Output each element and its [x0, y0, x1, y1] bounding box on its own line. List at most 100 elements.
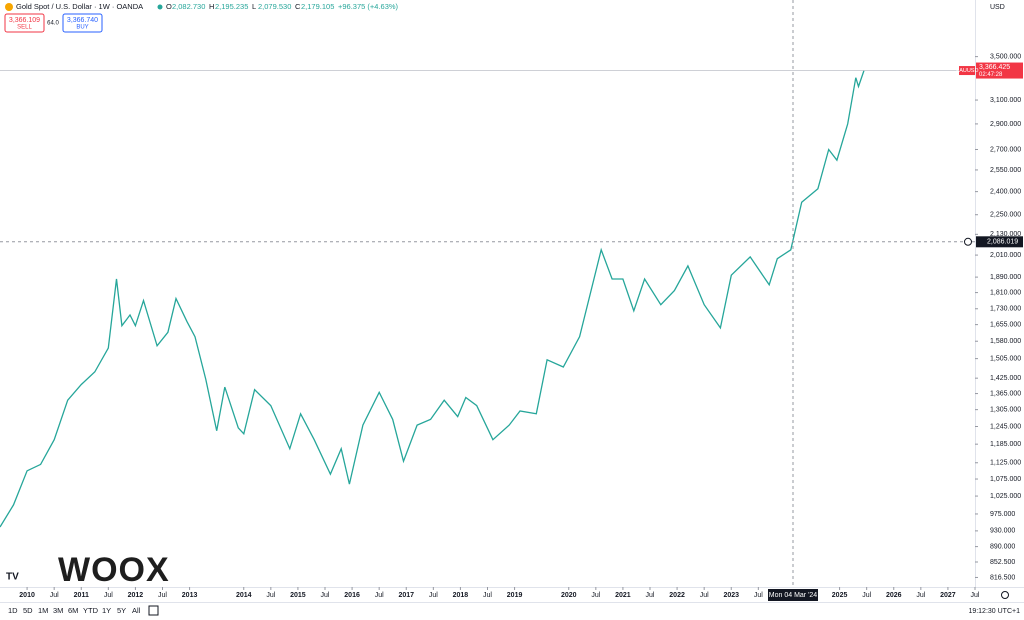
range-button[interactable]: 1D — [8, 606, 18, 615]
y-tick-label: 1,185.000 — [990, 441, 1021, 448]
x-tick-label: 2026 — [886, 592, 902, 599]
y-tick-label: 816.500 — [990, 574, 1015, 581]
ohlc-value: 2,079.530 — [258, 2, 291, 11]
date-range-icon[interactable] — [148, 605, 159, 616]
sell-label[interactable]: SELL — [17, 25, 32, 31]
y-tick-label: 930.000 — [990, 528, 1015, 535]
y-tick-label: 1,810.000 — [990, 289, 1021, 296]
last-price-box — [976, 62, 1023, 79]
ohlc-key: L — [252, 2, 256, 11]
range-button[interactable]: 3M — [53, 606, 63, 615]
crosshair-plus[interactable] — [964, 237, 972, 246]
x-tick-label: Jul — [971, 592, 980, 599]
countdown: 02:47:28 — [979, 72, 1003, 78]
currency: USD — [990, 4, 1005, 11]
y-tick-label: 1,245.000 — [990, 423, 1021, 430]
y-tick-label: 1,425.000 — [990, 375, 1021, 382]
ohlc-value: 2,179.105 — [301, 2, 334, 11]
x-tick-label: Jul — [483, 592, 492, 599]
y-tick-label: 1,655.000 — [990, 321, 1021, 328]
range-button[interactable]: 6M — [68, 606, 78, 615]
y-tick-label: 1,730.000 — [990, 306, 1021, 313]
crosshair-date: Mon 04 Mar '24 — [769, 592, 818, 599]
x-tick-label: 2017 — [398, 592, 414, 599]
buy-price[interactable]: 3,366.740 — [67, 17, 98, 24]
x-tick-label: 2015 — [290, 592, 306, 599]
ohlc-key: O — [166, 2, 172, 11]
ohlc-value: 2,082.730 — [172, 2, 205, 11]
x-tick-label: 2025 — [832, 592, 848, 599]
y-tick-label: 2,400.000 — [990, 188, 1021, 195]
x-tick-label: 2012 — [128, 592, 144, 599]
ohlc-key: C — [295, 2, 301, 11]
x-tick-label: Jul — [266, 592, 275, 599]
range-button[interactable]: 1M — [38, 606, 48, 615]
y-tick-label: 1,890.000 — [990, 274, 1021, 281]
y-tick-label: 1,505.000 — [990, 355, 1021, 362]
x-tick-label: Jul — [916, 592, 925, 599]
y-tick-label: 3,500.000 — [990, 53, 1021, 60]
y-tick-label: 1,025.000 — [990, 493, 1021, 500]
x-tick-label: 2019 — [507, 592, 523, 599]
x-tick-label: 2023 — [723, 592, 739, 599]
x-tick-label: Jul — [375, 592, 384, 599]
spread: 64.0 — [47, 21, 59, 27]
y-tick-label: 1,125.000 — [990, 460, 1021, 467]
range-button[interactable]: 1Y — [102, 606, 111, 615]
x-tick-label: 2011 — [74, 592, 89, 599]
x-tick-label: 2027 — [940, 592, 956, 599]
y-tick-label: 1,075.000 — [990, 476, 1021, 483]
symbol-title: Gold Spot / U.S. Dollar · 1W · OANDA — [16, 2, 143, 11]
x-tick-label: 2014 — [236, 592, 252, 599]
x-tick-label: Jul — [158, 592, 167, 599]
x-tick-label: 2016 — [344, 592, 360, 599]
buy-button[interactable] — [62, 13, 103, 33]
symbol-label: XAUUSD — [956, 68, 979, 74]
y-tick-label: 852.500 — [990, 559, 1015, 566]
y-tick-label: 975.000 — [990, 511, 1015, 518]
x-tick-label: 2013 — [182, 592, 198, 599]
y-tick-label: 2,250.000 — [990, 212, 1021, 219]
sell-button[interactable] — [4, 13, 45, 33]
x-tick-label: 2018 — [453, 592, 469, 599]
watermark: WOOX — [58, 551, 170, 589]
crosshair-price: 2,086.019 — [987, 239, 1018, 246]
ohlc-change: +96.375 (+4.63%) — [338, 2, 399, 11]
symbol-icon — [5, 3, 13, 11]
x-tick-label: 2022 — [669, 592, 685, 599]
x-tick-label: Jul — [754, 592, 763, 599]
y-tick-label: 3,100.000 — [990, 97, 1021, 104]
sell-price[interactable]: 3,366.109 — [9, 17, 40, 24]
x-tick-label: 2020 — [561, 592, 577, 599]
ohlc-key: H — [209, 2, 214, 11]
y-tick-label: 1,305.000 — [990, 406, 1021, 413]
crosshair-price-box — [976, 236, 1023, 248]
settings-icon[interactable] — [1001, 591, 1009, 599]
x-tick-label: Jul — [700, 592, 709, 599]
buy-label[interactable]: BUY — [76, 25, 88, 31]
x-tick-label: Jul — [591, 592, 600, 599]
y-tick-label: 2,700.000 — [990, 146, 1021, 153]
crosshair-date-box — [768, 589, 818, 601]
y-tick-label: 2,550.000 — [990, 167, 1021, 174]
y-tick-label: 2,900.000 — [990, 121, 1021, 128]
last-price-label: 3,366.425 — [979, 64, 1010, 71]
range-button[interactable]: 5D — [23, 606, 33, 615]
range-button[interactable]: YTD — [83, 606, 99, 615]
clock: 19:12:30 UTC+1 — [968, 608, 1020, 615]
range-button[interactable]: All — [132, 606, 141, 615]
range-button[interactable]: 5Y — [117, 606, 126, 615]
ohlc-value: 2,195.235 — [215, 2, 248, 11]
y-tick-label: 890.000 — [990, 543, 1015, 550]
market-status — [157, 4, 163, 10]
x-tick-label: Jul — [862, 592, 871, 599]
tv-logo: TV — [6, 572, 19, 583]
x-tick-label: Jul — [321, 592, 330, 599]
y-tick-label: 2,010.000 — [990, 252, 1021, 259]
x-tick-label: Jul — [104, 592, 113, 599]
y-tick-label: 1,580.000 — [990, 338, 1021, 345]
x-tick-label: Jul — [429, 592, 438, 599]
